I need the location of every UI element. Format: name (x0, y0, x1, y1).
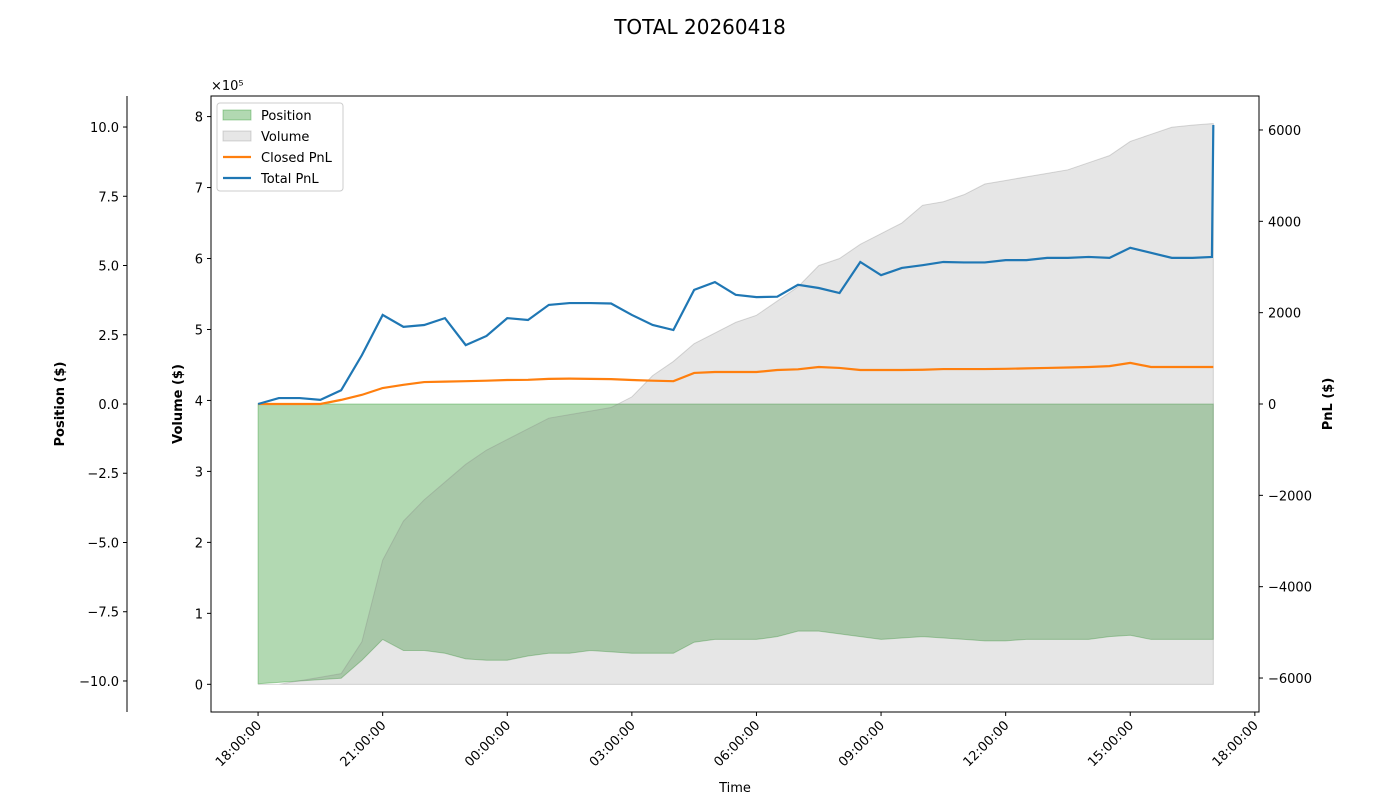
y3-tick-label: −2.5 (87, 467, 119, 482)
y-tick-label: 6 (195, 253, 203, 268)
x-tick-label: 18:00:00 (213, 718, 265, 770)
x-tick-label: 06:00:00 (711, 718, 763, 770)
y2-tick-label: −6000 (1268, 672, 1312, 687)
x-tick-label: 09:00:00 (836, 718, 888, 770)
x-tick-label: 15:00:00 (1085, 718, 1137, 770)
x-tick-label: 21:00:00 (338, 718, 390, 770)
x-tick-label: 12:00:00 (961, 718, 1013, 770)
y2-tick-label: −2000 (1268, 489, 1312, 504)
x-axis-label: Time (718, 781, 751, 796)
y3-tick-label: 2.5 (98, 329, 119, 344)
y2-axis-label: PnL ($) (1321, 378, 1336, 431)
legend-swatch (222, 130, 252, 142)
y-tick-label: 4 (195, 394, 203, 409)
y3-tick-label: 10.0 (90, 121, 119, 136)
y-axis-label: Volume ($) (171, 364, 186, 444)
y-offset-label: ×10⁵ (211, 79, 244, 94)
legend-label: Position (261, 109, 312, 124)
y3-tick-label: 5.0 (98, 260, 119, 275)
y3-tick-label: 7.5 (98, 190, 119, 205)
y2-tick-label: 6000 (1268, 124, 1301, 139)
y2-tick-label: 0 (1268, 398, 1276, 413)
y-tick-label: 3 (195, 465, 203, 480)
y3-tick-label: −10.0 (79, 675, 119, 690)
x-tick-label: 03:00:00 (587, 718, 639, 770)
x-tick-label: 18:00:00 (1210, 718, 1262, 770)
line (258, 361, 1214, 406)
area (258, 123, 1214, 685)
y-tick-label: 7 (195, 182, 203, 197)
chart-title: TOTAL 20260418 (613, 15, 786, 39)
y-tick-label: 1 (195, 607, 203, 622)
legend-swatch (222, 109, 252, 121)
legend-label: Total PnL (260, 172, 319, 187)
legend-box (216, 102, 344, 192)
y2-tick-label: −4000 (1268, 581, 1312, 596)
y-tick-label: 0 (195, 678, 203, 693)
y3-tick-label: 0.0 (98, 398, 119, 413)
y3-tick-label: −7.5 (87, 606, 119, 621)
y-tick-label: 8 (195, 111, 203, 126)
area (257, 403, 1214, 685)
y-tick-label: 2 (195, 536, 203, 551)
y2-tick-label: 4000 (1268, 215, 1301, 230)
x-tick-label: 00:00:00 (462, 718, 514, 770)
legend-label: Closed PnL (261, 151, 333, 166)
line (257, 124, 1215, 406)
y3-axis-label: Position ($) (53, 362, 68, 447)
y2-tick-label: 2000 (1268, 307, 1301, 322)
y-tick-label: 5 (195, 323, 203, 338)
legend-label: Volume (261, 130, 309, 145)
y3-tick-label: −5.0 (87, 536, 119, 551)
